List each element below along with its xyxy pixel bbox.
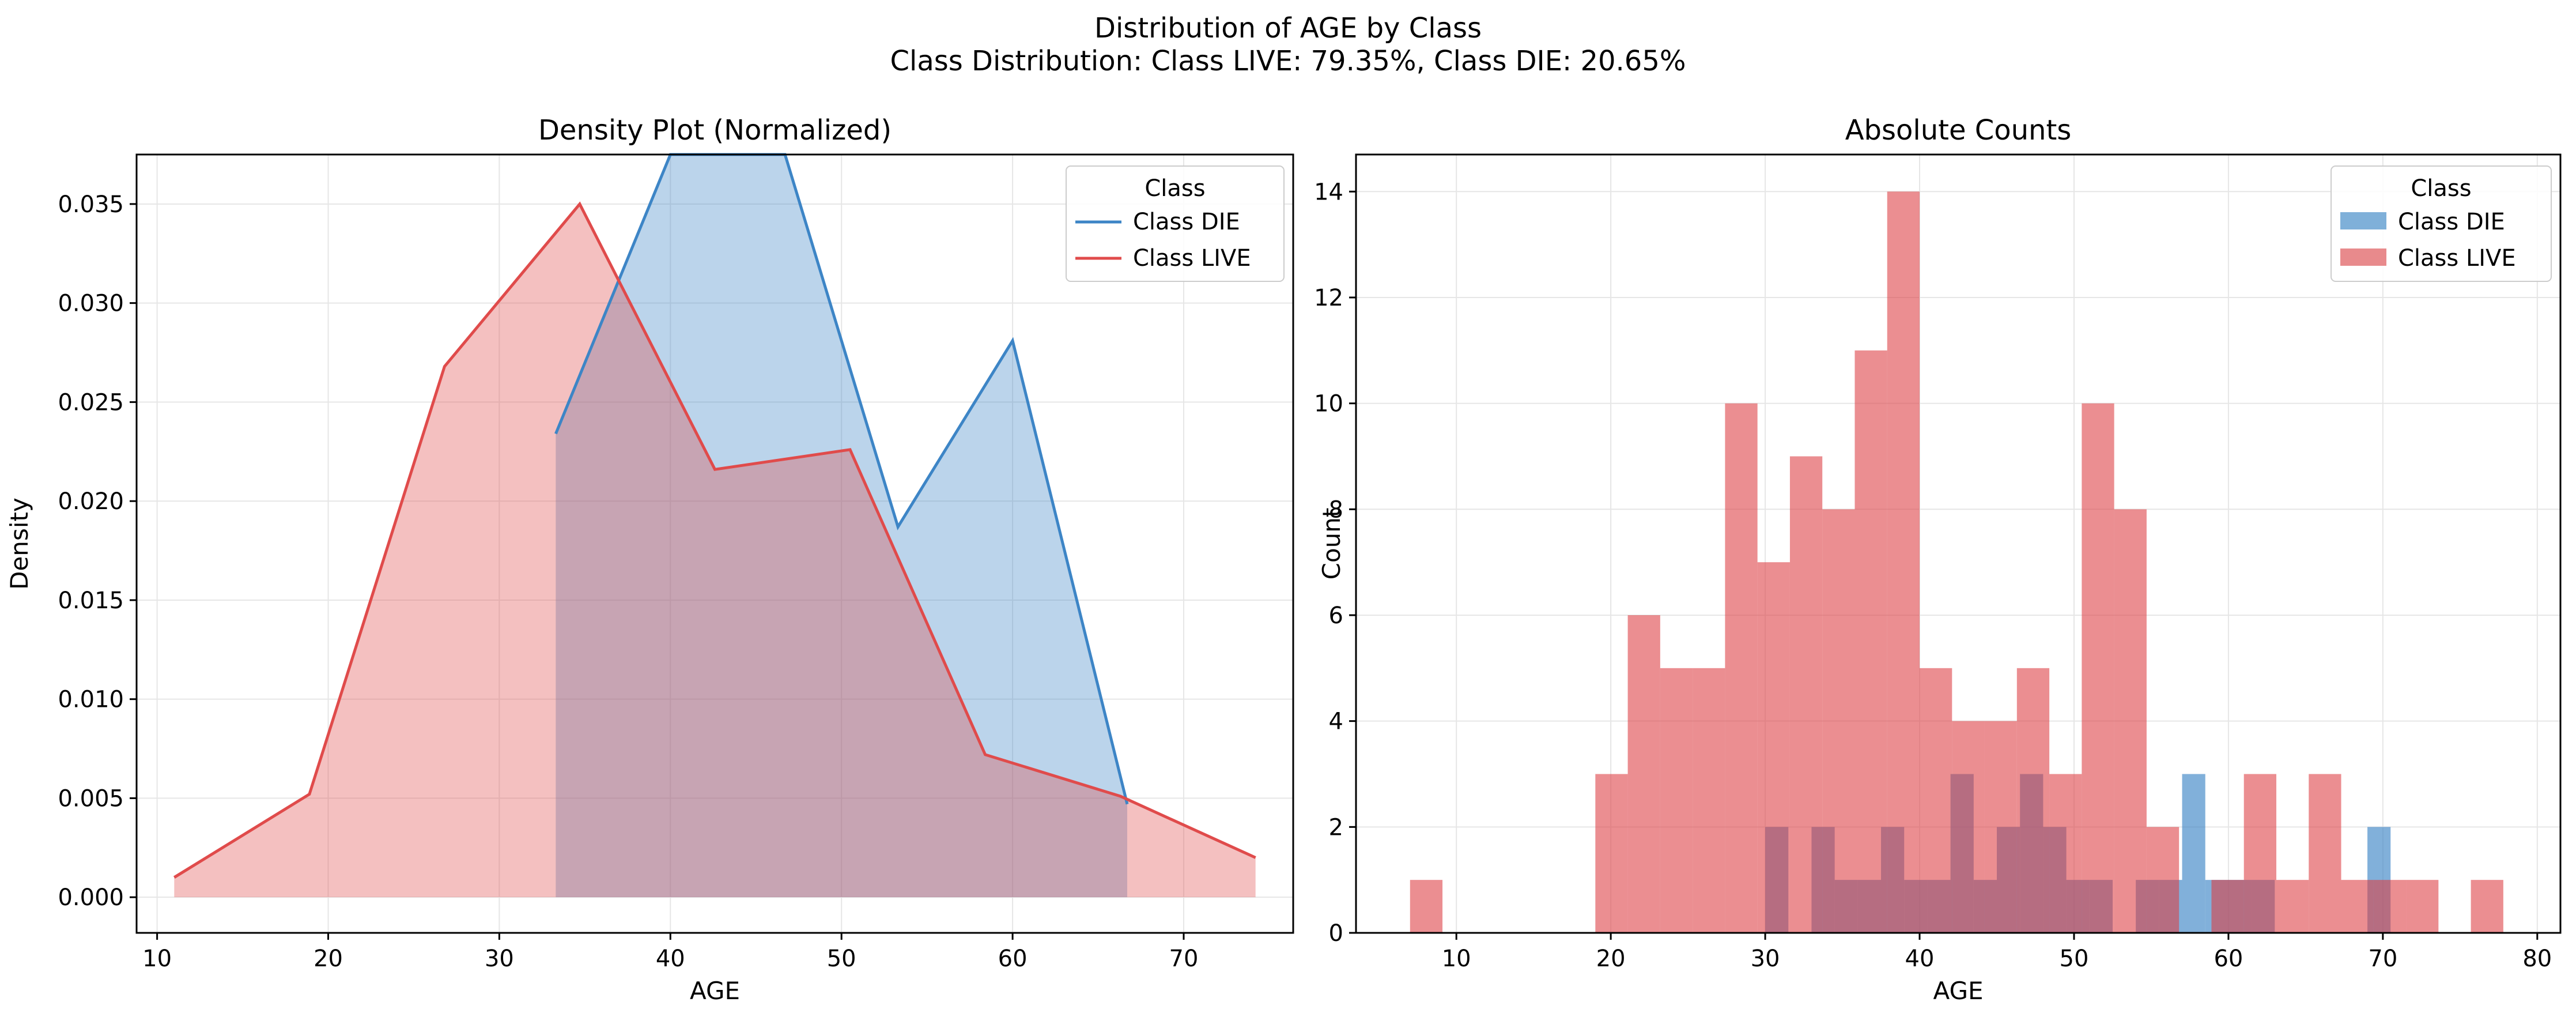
p1-y-tick-label: 0 bbox=[1329, 920, 1343, 947]
live-count-bar bbox=[1854, 350, 1887, 933]
p1-y-tick-label: 4 bbox=[1329, 709, 1343, 735]
p0-x-tick-label: 10 bbox=[142, 946, 172, 972]
live-count-bar bbox=[2373, 880, 2407, 933]
p0-legend-label: Class DIE bbox=[1133, 209, 1240, 235]
live-count-bar bbox=[2146, 827, 2180, 933]
p1-x-tick-label: 70 bbox=[2368, 946, 2397, 972]
live-count-bar bbox=[2049, 774, 2082, 933]
p1-legend-label: Class LIVE bbox=[2398, 245, 2516, 272]
live-count-bar bbox=[1595, 774, 1628, 933]
p0-y-tick-label: 0.000 bbox=[58, 884, 124, 911]
live-count-bar bbox=[1984, 721, 2017, 933]
p1-x-axis-label: AGE bbox=[1933, 977, 1983, 1005]
die-count-bar bbox=[2182, 774, 2205, 933]
live-count-bar bbox=[2471, 880, 2503, 933]
p0-y-tick-label: 0.010 bbox=[58, 687, 124, 713]
p1-legend-title: Class bbox=[2411, 175, 2471, 202]
p0-legend-title: Class bbox=[1145, 175, 1205, 202]
live-count-bar bbox=[1952, 721, 1985, 933]
p1-legend-swatch bbox=[2340, 248, 2386, 266]
p0-legend-label: Class LIVE bbox=[1133, 245, 1251, 272]
density-plot-panel: 10 20 30 40 50 60 70 0.000 0.005 0.010 0.015 0.020 0… bbox=[5, 114, 1294, 1005]
p0-y-tick-label: 0.025 bbox=[58, 389, 124, 416]
live-count-bar bbox=[2211, 880, 2244, 933]
p0-y-tick-label: 0.035 bbox=[58, 191, 124, 218]
class-live-density-line bbox=[173, 201, 1256, 879]
live-count-bar bbox=[1660, 668, 1693, 933]
live-count-bar bbox=[1920, 668, 1952, 933]
p0-axes-frame bbox=[135, 153, 1294, 934]
figure-suptitle-line1: Distribution of AGE by Class bbox=[1094, 12, 1482, 44]
live-count-bar bbox=[2406, 880, 2439, 933]
live-count-bar bbox=[1887, 191, 1920, 933]
p0-x-tick-label: 50 bbox=[827, 946, 856, 972]
live-count-bar bbox=[1410, 880, 1443, 933]
p1-x-tick-label: 30 bbox=[1751, 946, 1780, 972]
p0-legend-box bbox=[1066, 165, 1285, 282]
p1-axes-frame bbox=[1355, 153, 2562, 934]
p0-y-tick-label: 0.030 bbox=[58, 291, 124, 317]
p0-title: Density Plot (Normalized) bbox=[538, 114, 892, 146]
live-count-bar bbox=[1725, 403, 1758, 933]
class-die-density-fill bbox=[556, 155, 1128, 898]
p1-x-tick-label: 10 bbox=[1442, 946, 1471, 972]
live-count-bar bbox=[2309, 774, 2341, 933]
p0-x-tick-label: 30 bbox=[485, 946, 514, 972]
p1-y-tick-label: 14 bbox=[1314, 179, 1343, 205]
class-die-density-line bbox=[554, 153, 1129, 805]
p1-y-tick-label: 10 bbox=[1314, 391, 1343, 417]
live-count-bar bbox=[1822, 509, 1855, 933]
p1-title: Absolute Counts bbox=[1845, 114, 2072, 146]
live-count-bar bbox=[1789, 456, 1823, 933]
live-count-bar bbox=[1627, 615, 1660, 933]
p1-legend-label: Class DIE bbox=[2398, 209, 2505, 235]
p1-legend-swatch bbox=[2340, 212, 2386, 229]
figure-suptitle-line2: Class Distribution: Class LIVE: 79.35%, … bbox=[890, 45, 1686, 77]
p0-x-tick-label: 60 bbox=[998, 946, 1028, 972]
p0-y-tick-label: 0.015 bbox=[58, 588, 124, 614]
live-count-bar bbox=[2341, 880, 2374, 933]
p1-y-tick-label: 8 bbox=[1329, 496, 1343, 523]
live-count-bar bbox=[2243, 774, 2276, 933]
live-count-bar bbox=[2114, 509, 2147, 933]
live-count-bar bbox=[2276, 880, 2309, 933]
class-live-density-fill bbox=[174, 204, 1256, 898]
p0-x-axis-label: AGE bbox=[690, 977, 740, 1005]
p1-y-tick-label: 6 bbox=[1329, 603, 1343, 629]
live-count-bar bbox=[1693, 668, 1725, 933]
p0-y-tick-label: 0.005 bbox=[58, 785, 124, 812]
p0-y-axis-label: Density bbox=[5, 498, 33, 590]
p0-x-tick-label: 70 bbox=[1169, 946, 1199, 972]
p1-x-tick-label: 50 bbox=[2060, 946, 2089, 972]
live-count-bar bbox=[1757, 562, 1790, 933]
p1-y-tick-label: 12 bbox=[1314, 285, 1343, 311]
p1-x-tick-label: 40 bbox=[1905, 946, 1935, 972]
p0-x-tick-label: 20 bbox=[313, 946, 343, 972]
live-count-bar bbox=[2082, 403, 2114, 933]
p1-y-axis-label: Count bbox=[1317, 508, 1346, 580]
p0-x-tick-label: 40 bbox=[656, 946, 685, 972]
absolute-counts-panel: 10 20 30 40 50 60 70 80 0 2 4 6 8 10 12 14 Absolute Coun… bbox=[1314, 114, 2562, 1005]
live-count-bar bbox=[2016, 668, 2050, 933]
p1-y-tick-label: 2 bbox=[1329, 814, 1343, 841]
p0-y-tick-label: 0.020 bbox=[58, 488, 124, 515]
p1-x-tick-label: 20 bbox=[1596, 946, 1626, 972]
p1-x-tick-label: 80 bbox=[2522, 946, 2552, 972]
p1-x-tick-label: 60 bbox=[2214, 946, 2243, 972]
